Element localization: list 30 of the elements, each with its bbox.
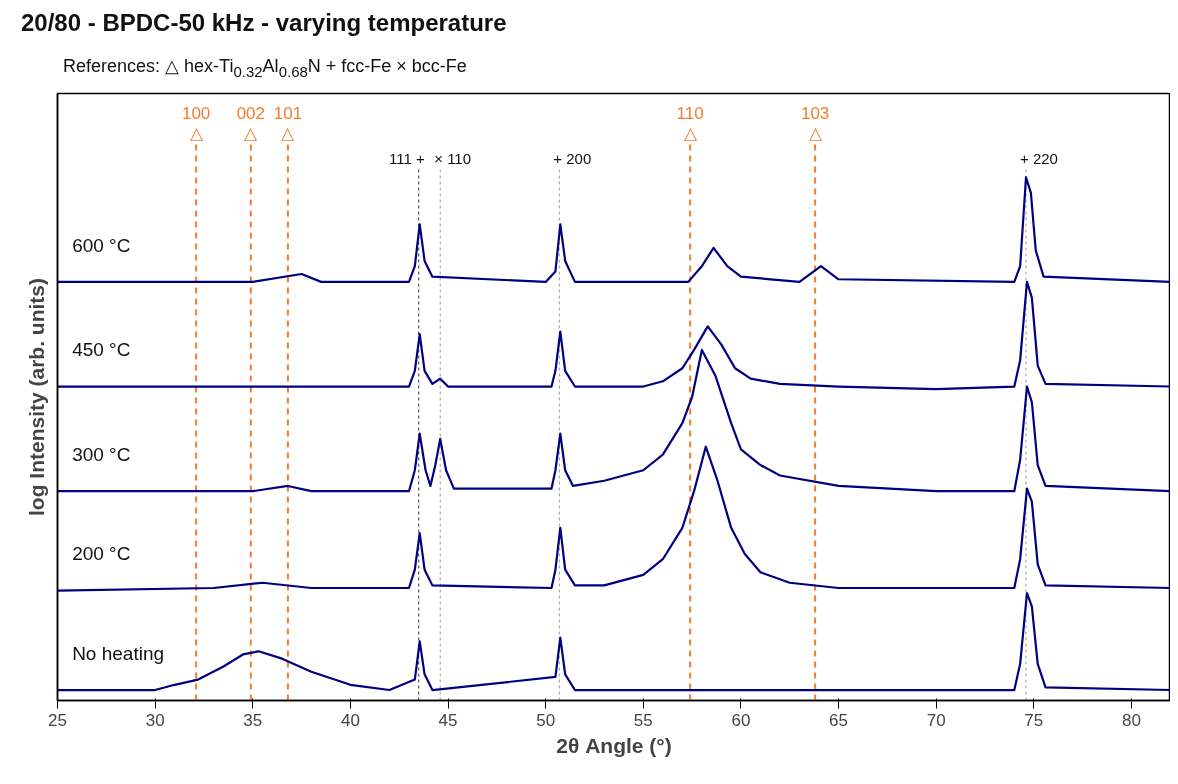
x-tick-label: 80: [1121, 710, 1141, 730]
series-label: No heating: [72, 642, 165, 664]
series-label: 450 °C: [72, 339, 131, 361]
series-label: 600 °C: [72, 234, 131, 256]
x-tick-label: 55: [633, 710, 653, 730]
x-tick-label: 40: [340, 710, 360, 730]
annotation: 110 △: [676, 104, 704, 144]
series-label: 200 °C: [72, 543, 131, 565]
chart-title: 20/80 - BPDC-50 kHz - varying temperature: [21, 9, 507, 36]
x-tick-label: 35: [243, 710, 263, 730]
x-tick-label: 45: [438, 710, 458, 730]
annotation: + 200: [553, 149, 592, 167]
y-axis-title: log Intensity (arb. units): [24, 277, 48, 516]
x-tick-label: 60: [731, 710, 751, 730]
series-label: 300 °C: [72, 444, 131, 466]
x-tick-label: 30: [145, 710, 165, 730]
x-tick-label: 65: [829, 710, 849, 730]
annotation: 103 △: [800, 104, 830, 144]
x-axis-title: 2θ Angle (°): [556, 733, 672, 757]
x-tick-label: 25: [48, 710, 67, 730]
annotation: 101 △: [273, 104, 303, 144]
x-tick-label: 75: [1024, 710, 1044, 730]
annotation: 100 △: [181, 104, 211, 144]
annotation: + 220: [1020, 149, 1058, 167]
x-tick-label: 50: [536, 710, 556, 730]
x-tick-label: 70: [926, 710, 946, 730]
annotation: 002 △: [236, 104, 265, 144]
annotation: × 110: [434, 149, 472, 167]
chart-subtitle: References: △ hex-Ti$_{0.32}$Al$_{0.68}$N + fcc-Fe × bcc-Fe: [63, 55, 467, 82]
annotation: 111 +: [389, 149, 425, 167]
